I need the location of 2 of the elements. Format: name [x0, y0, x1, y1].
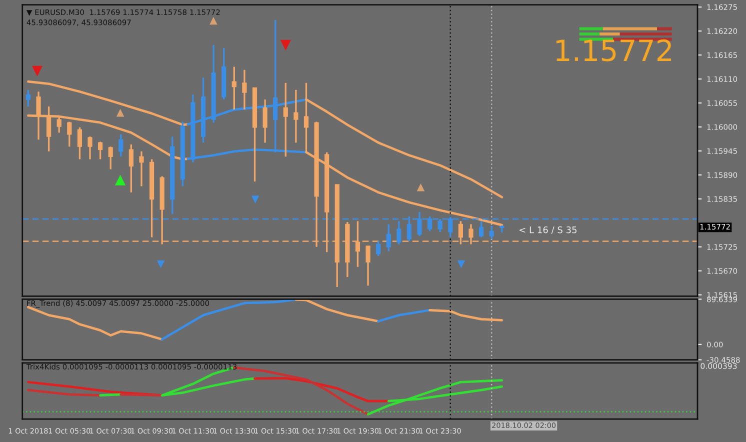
annotation: 1.15772: [556, 39, 671, 62]
annotation: < L 16 / S 35: [520, 226, 576, 234]
